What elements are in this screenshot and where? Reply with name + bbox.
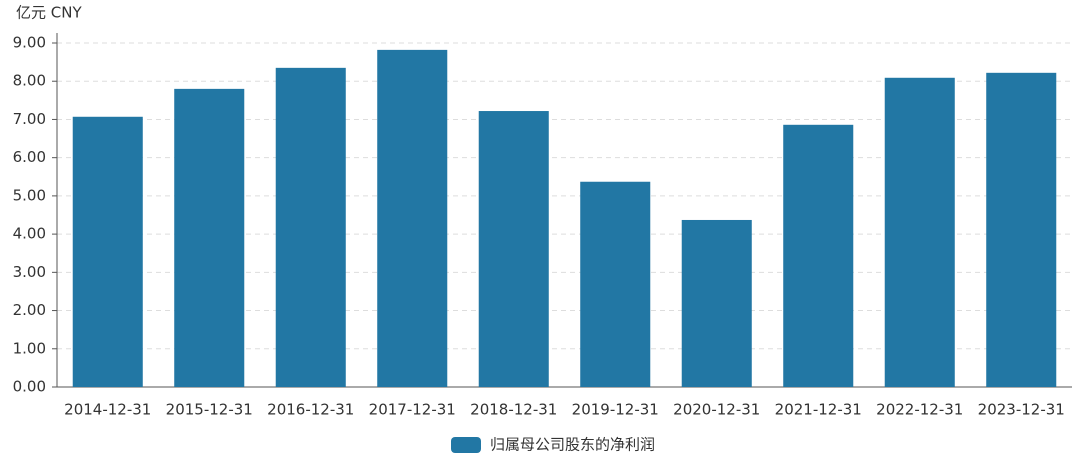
bar	[681, 219, 752, 387]
bar	[275, 67, 346, 387]
y-tick-label: 4.00	[13, 225, 46, 243]
y-tick-label: 5.00	[13, 186, 46, 204]
x-tick-label: 2019-12-31	[572, 401, 659, 419]
y-tick-label: 0.00	[13, 378, 46, 396]
y-tick-label: 2.00	[13, 301, 46, 319]
y-tick-label: 8.00	[13, 72, 46, 90]
y-tick-label: 6.00	[13, 148, 46, 166]
y-tick-label: 7.00	[13, 110, 46, 128]
x-tick-label: 2014-12-31	[64, 401, 151, 419]
bar	[377, 49, 448, 387]
x-tick-label: 2022-12-31	[876, 401, 963, 419]
legend-label: 归属母公司股东的净利润	[490, 436, 655, 454]
x-tick-label: 2016-12-31	[267, 401, 354, 419]
bar	[884, 77, 955, 387]
bar	[986, 72, 1057, 388]
y-tick-label: 9.00	[13, 34, 46, 52]
bar	[72, 116, 143, 387]
x-tick-label: 2020-12-31	[673, 401, 760, 419]
x-tick-label: 2018-12-31	[470, 401, 557, 419]
bar	[580, 181, 651, 387]
y-axis-title: 亿元 CNY	[16, 4, 82, 22]
legend-swatch	[451, 437, 481, 453]
x-tick-label: 2023-12-31	[978, 401, 1065, 419]
x-tick-label: 2017-12-31	[369, 401, 456, 419]
x-tick-label: 2021-12-31	[775, 401, 862, 419]
bar	[478, 111, 549, 387]
x-tick-label: 2015-12-31	[166, 401, 253, 419]
y-tick-label: 1.00	[13, 339, 46, 357]
y-tick-label: 3.00	[13, 263, 46, 281]
bar	[174, 88, 245, 387]
bar	[783, 124, 854, 387]
